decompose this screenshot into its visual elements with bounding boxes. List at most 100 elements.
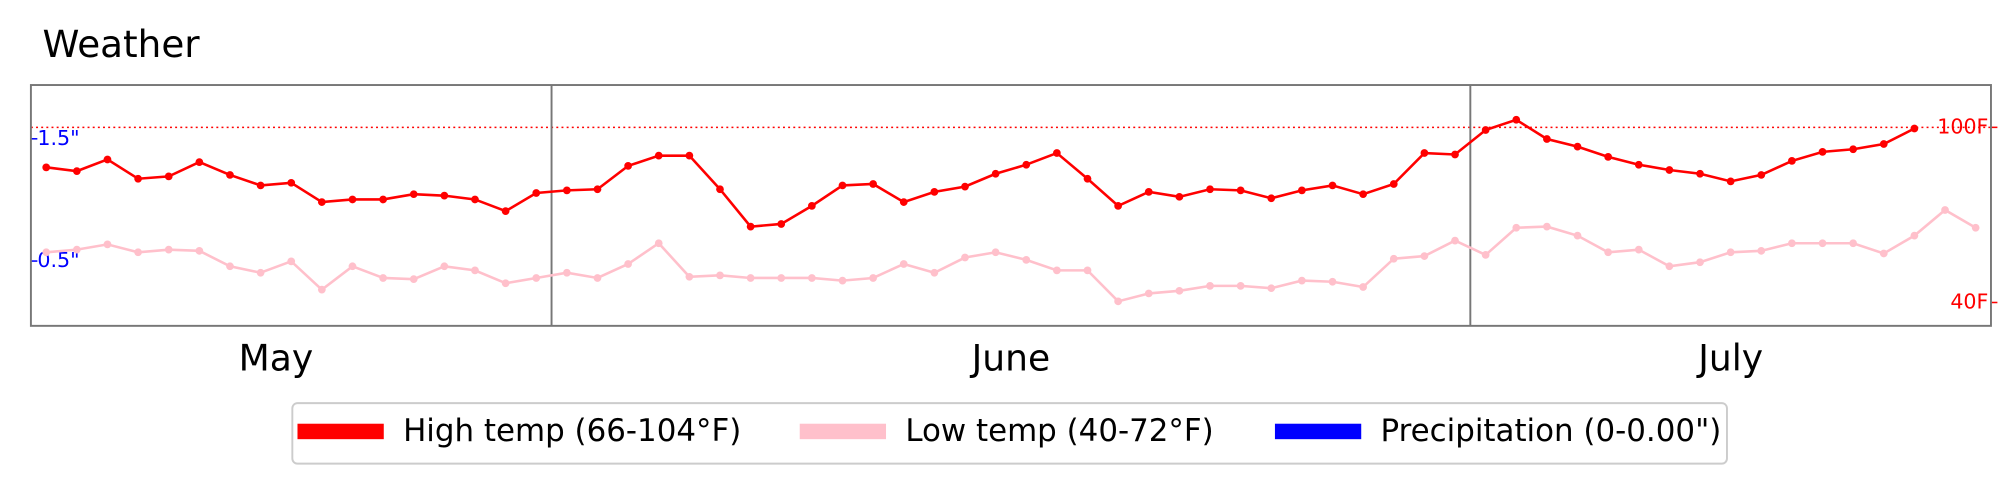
data-point [1236,281,1245,290]
data-point [287,178,296,187]
data-point [1053,149,1061,157]
data-point [1573,231,1582,240]
data-point [1634,160,1643,169]
data-point [1359,283,1368,291]
data-point [899,198,908,206]
data-point [1512,115,1521,124]
legend-swatch [799,423,887,440]
data-point [1083,266,1092,275]
data-point [1420,149,1429,157]
data-point [1634,245,1643,254]
data-point [1910,124,1919,133]
data-point [1757,246,1766,255]
data-point [624,162,632,170]
data-point [195,158,204,166]
data-point [317,198,326,206]
data-point [1879,140,1888,148]
data-point [226,262,234,271]
data-point [1543,222,1551,231]
plot-frame [29,84,1992,327]
data-point [1420,252,1429,260]
legend-label: High temp (66-104°F) [403,413,741,449]
data-point [1481,251,1490,259]
data-point [42,248,51,257]
data-point [532,189,541,197]
data-point [1328,181,1337,190]
data-point [1696,258,1704,267]
data-point [42,163,51,172]
data-point [1849,239,1858,248]
data-point [348,195,357,204]
data-point [1726,248,1735,257]
y2-tick-label: 1.5" [37,126,79,150]
data-point [1053,266,1061,275]
legend-swatch [297,423,384,440]
data-point [1818,239,1827,248]
data-point [869,180,877,188]
data-point [501,207,510,215]
data-point [1788,239,1796,248]
data-point [226,171,234,179]
data-point [1726,177,1735,186]
data-point [808,202,816,210]
data-point [471,266,479,275]
data-point [838,276,847,285]
data-point [1206,185,1214,194]
data-point [991,169,1000,178]
data-point [1604,248,1613,257]
month-label: June [970,338,1051,380]
data-point [72,167,81,175]
data-point [256,268,265,277]
data-point [379,274,387,282]
data-point [1389,180,1398,188]
data-point [287,257,296,266]
legend-label: Precipitation (0-0.00") [1381,413,1722,449]
data-point [1328,277,1337,286]
data-point [409,190,418,199]
data-point [379,195,387,204]
data-point [103,240,112,249]
data-point [1818,148,1827,156]
data-point [72,245,81,254]
data-point [256,181,265,190]
data-point [317,285,326,294]
data-point [1451,150,1459,159]
data-point [593,274,602,282]
chart-title: Weather [42,22,200,66]
data-point [899,260,908,268]
data-point [1298,186,1306,195]
data-point [440,191,449,200]
data-point [838,181,847,190]
data-point [1298,276,1306,285]
data-point [1206,281,1214,290]
data-point [1144,187,1153,196]
data-point [1879,249,1888,258]
data-point [1512,223,1521,232]
data-point [1543,135,1551,143]
data-point [134,248,142,257]
data-point [1022,160,1031,169]
data-point [593,185,602,194]
data-point [991,248,1000,257]
data-point [1144,289,1153,298]
data-point [1389,254,1398,263]
data-point [930,268,939,277]
data-point [1481,126,1490,134]
data-point [532,274,541,282]
data-point [103,155,112,164]
month-label: July [1696,338,1763,380]
data-point [685,272,694,281]
y-tick-label: 40F [1950,289,1988,313]
data-point [164,245,173,254]
data-point [1114,297,1122,306]
data-point [808,274,816,282]
data-point [164,172,173,181]
y-tick-label: 100F [1937,114,1988,138]
data-point [562,268,571,277]
data-point [1696,169,1704,178]
data-point [501,279,510,288]
data-point [1573,142,1582,151]
series-line [46,208,1977,303]
data-point [471,195,479,204]
